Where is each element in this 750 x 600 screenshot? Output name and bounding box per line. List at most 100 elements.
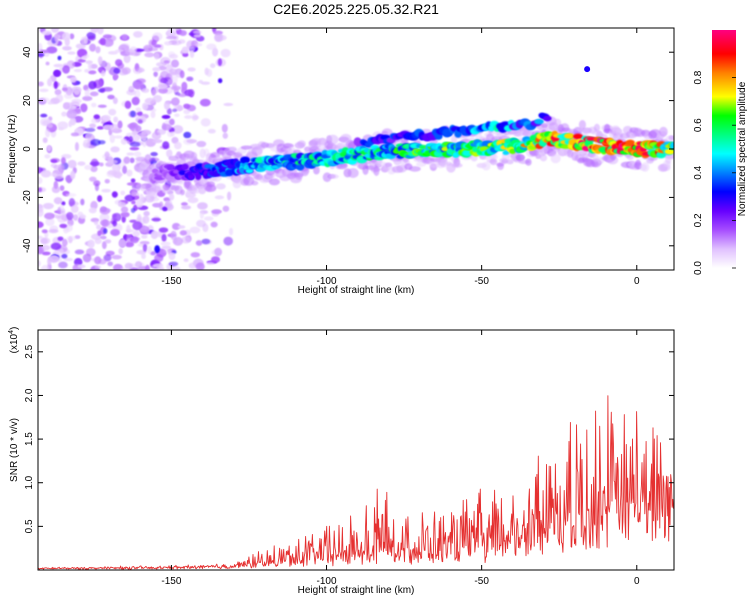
spectrogram-noise-blob xyxy=(104,179,110,184)
spectrogram-noise-blob xyxy=(171,97,180,106)
spectrogram-noise-blob xyxy=(111,254,122,260)
spectrogram-noise-blob xyxy=(174,28,181,31)
spectrogram-noise-blob xyxy=(200,118,211,127)
spectrogram-noise-blob xyxy=(112,220,117,227)
spectrogram-noise-blob xyxy=(158,65,167,71)
snr-x-tick-label: -50 xyxy=(474,576,489,587)
spectrogram-noise-blob xyxy=(132,230,140,237)
snr-y-tick-label: 0.5 xyxy=(24,519,35,533)
spectrogram-x-tick-label: 0 xyxy=(634,276,640,287)
spectrogram-halo-blob xyxy=(659,126,668,137)
spectrogram-noise-blob xyxy=(125,229,135,233)
spectrogram-noise-blob xyxy=(223,102,234,107)
spectrogram-noise-blob xyxy=(184,115,193,119)
spectrogram-noise-blob xyxy=(196,140,207,148)
spectrogram-noise-blob xyxy=(195,240,203,246)
spectrogram-noise-blob xyxy=(142,243,148,252)
snr-y-label: SNR (10 * v/v) xyxy=(9,418,20,482)
spectrogram-noise-blob xyxy=(89,43,97,52)
spectrogram-noise-blob xyxy=(38,42,43,52)
spectrogram-noise-blob xyxy=(39,117,51,127)
spectrogram-noise-blob xyxy=(124,100,132,109)
spectrogram-noise-blob xyxy=(131,200,136,205)
spectrogram-noise-blob xyxy=(70,76,77,83)
spectrogram-noise-blob xyxy=(223,236,233,246)
spectrogram-noise-blob xyxy=(84,164,92,170)
spectrogram-noise-blob xyxy=(59,204,64,209)
spectrogram-noise-blob xyxy=(162,123,172,131)
spectrogram-noise-blob xyxy=(164,41,173,46)
spectrogram-noise-blob xyxy=(187,67,196,72)
spectrogram-ridge-blob xyxy=(573,133,584,140)
spectrogram-x-tick-label: -150 xyxy=(161,276,181,287)
spectrogram-noise-blob xyxy=(102,114,111,121)
spectrogram-y-ticks: -40 -20 0 20 40 xyxy=(22,46,674,253)
spectrogram-noise-blob xyxy=(166,108,172,115)
spectrogram-noise-blob xyxy=(220,48,231,58)
spectrogram-noise-blob xyxy=(152,231,162,237)
spectrogram-ridge-blob xyxy=(564,133,575,139)
spectrogram-noise-blob xyxy=(89,123,97,129)
spectrogram-noise-blob xyxy=(47,123,53,129)
spectrogram-noise-blob xyxy=(97,230,102,237)
spectrogram-noise-blob xyxy=(97,104,107,108)
snr-x-ticks: -150 -100 -50 0 xyxy=(161,330,640,587)
spectrogram-noise-blob xyxy=(150,251,157,256)
spectrogram-noise-blob xyxy=(133,151,142,157)
spectrogram-noise-blob xyxy=(153,71,158,78)
colorbar-tick-label: 0.8 xyxy=(693,70,704,84)
spectrogram-noise-blob xyxy=(130,110,136,118)
spectrogram-noise-blob xyxy=(66,109,77,119)
spectrogram-noise-blob xyxy=(210,256,221,263)
snr-x-label: Height of straight line (km) xyxy=(298,585,415,596)
spectrogram-noise-blob xyxy=(87,239,95,249)
spectrogram-noise-blob xyxy=(50,159,58,163)
spectrogram-y-tick-label: -20 xyxy=(22,190,33,205)
spectrogram-noise-blob xyxy=(90,138,101,146)
spectrogram-noise-blob xyxy=(93,114,100,120)
spectrogram-noise-blob xyxy=(102,124,114,130)
spectrogram-halo-blob xyxy=(199,148,206,159)
spectrogram-noise-blob xyxy=(101,241,107,250)
spectrogram-noise-blob xyxy=(183,103,191,109)
spectrogram-noise-blob xyxy=(87,61,92,71)
spectrogram-noise-blob xyxy=(144,52,155,58)
spectrogram-noise-blob xyxy=(58,261,68,269)
snr-y-multiplier-base: (x10 xyxy=(9,333,20,353)
spectrogram-noise-blob xyxy=(160,77,168,84)
spectrogram-noise-blob xyxy=(134,261,143,268)
spectrogram-noise-blob xyxy=(93,220,99,226)
spectrogram-noise-blob xyxy=(183,109,191,115)
spectrogram-noise-blob xyxy=(112,97,118,105)
spectrogram-noise-blob xyxy=(125,132,136,137)
spectrogram-noise-blob xyxy=(45,128,51,138)
spectrogram-noise-blob xyxy=(68,198,76,207)
spectrogram-noise-blob xyxy=(129,157,135,164)
spectrogram-halo-blob xyxy=(232,154,245,159)
snr-frame xyxy=(37,329,675,571)
spectrogram-noise-blob xyxy=(129,146,140,151)
spectrogram-noise-blob xyxy=(38,187,43,193)
spectrogram-noise-blob xyxy=(107,156,114,165)
snr-plot-area xyxy=(38,330,674,570)
spectrogram-noise-blob xyxy=(172,236,184,246)
spectrogram-noise-blob xyxy=(150,151,158,157)
spectrogram-noise-blob xyxy=(122,165,128,175)
spectrogram-noise-blob xyxy=(69,33,75,40)
spectrogram-noise-blob xyxy=(109,134,115,144)
spectrogram-noise-blob xyxy=(211,209,222,215)
spectrogram-noise-blob xyxy=(139,226,150,233)
spectrogram-noise-blob xyxy=(188,262,197,269)
spectrogram-noise-blob xyxy=(44,212,55,220)
spectrogram-noise-blob xyxy=(98,39,104,45)
spectrogram-noise-blob xyxy=(135,67,145,73)
spectrogram-noise-blob xyxy=(132,221,143,231)
spectrogram-noise-blob xyxy=(97,195,103,202)
spectrogram-noise-blob xyxy=(190,40,199,49)
colorbar-label: Normalized spectral amplitude xyxy=(737,81,748,216)
spectrogram-noise-blob xyxy=(102,86,113,92)
snr-panel: -150 -100 -50 0 0.5 1.0 1.5 2.0 2.5 Height of s… xyxy=(8,327,675,596)
spectrogram-noise-blob xyxy=(90,165,98,173)
spectrogram-y-tick-label: 40 xyxy=(22,46,33,58)
spectrogram-y-tick-label: 20 xyxy=(22,95,33,107)
